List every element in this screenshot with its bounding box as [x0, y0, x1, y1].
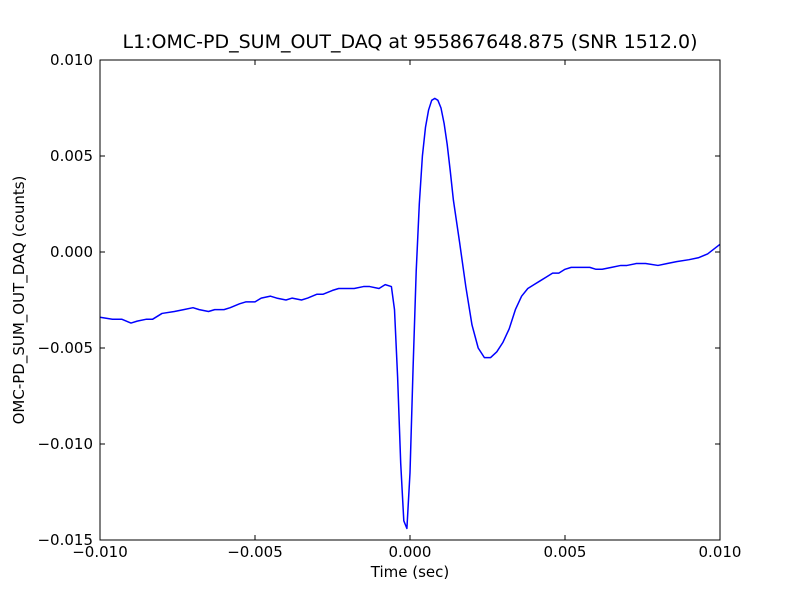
y-tick-label: 0.000	[50, 243, 93, 261]
y-tick-label: −0.015	[37, 531, 93, 549]
x-tick-label: 0.000	[389, 543, 432, 561]
x-tick-label: −0.005	[227, 543, 283, 561]
tick-labels-layer: −0.010 −0.005 0.000 0.005 0.010−0.015−0.010−…	[37, 51, 741, 561]
x-tick-label: 0.010	[699, 543, 742, 561]
y-axis-label: OMC-PD_SUM_OUT_DAQ (counts)	[10, 176, 29, 425]
y-tick-label: −0.005	[37, 339, 93, 357]
plot-frame	[99, 59, 721, 541]
y-tick-label: 0.010	[50, 51, 93, 69]
series-line	[99, 97, 721, 530]
x-axis-label: Time (sec)	[370, 563, 449, 581]
chart-title: L1:OMC-PD_SUM_OUT_DAQ at 955867648.875 (…	[122, 31, 697, 53]
y-tick-label: −0.010	[37, 435, 93, 453]
x-tick-label: −0.010	[72, 543, 128, 561]
x-tick-label: 0.005	[544, 543, 587, 561]
y-tick-label: 0.005	[50, 147, 93, 165]
